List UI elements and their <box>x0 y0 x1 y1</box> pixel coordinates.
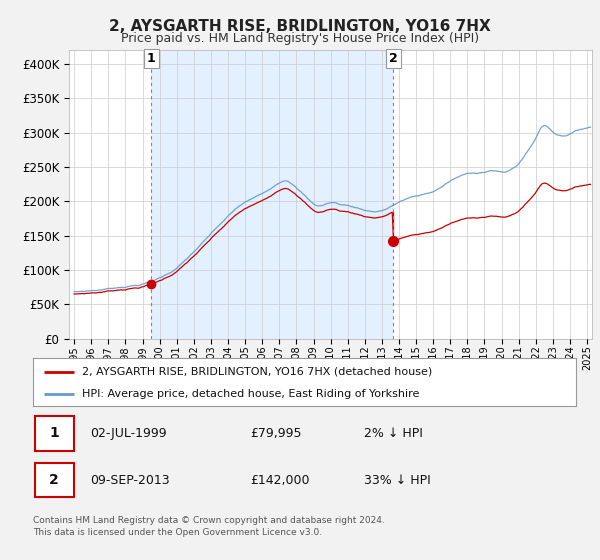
Text: 2: 2 <box>389 52 398 65</box>
Text: 2, AYSGARTH RISE, BRIDLINGTON, YO16 7HX (detached house): 2, AYSGARTH RISE, BRIDLINGTON, YO16 7HX … <box>82 367 432 377</box>
Text: £79,995: £79,995 <box>250 427 302 440</box>
FancyBboxPatch shape <box>35 463 74 497</box>
Text: 2: 2 <box>49 473 59 487</box>
Text: 1: 1 <box>146 52 155 65</box>
FancyBboxPatch shape <box>35 417 74 451</box>
Text: Contains HM Land Registry data © Crown copyright and database right 2024.
This d: Contains HM Land Registry data © Crown c… <box>33 516 385 537</box>
Text: 2, AYSGARTH RISE, BRIDLINGTON, YO16 7HX: 2, AYSGARTH RISE, BRIDLINGTON, YO16 7HX <box>109 19 491 34</box>
Bar <box>151 50 394 339</box>
Text: 2% ↓ HPI: 2% ↓ HPI <box>364 427 423 440</box>
Text: 1: 1 <box>49 427 59 441</box>
Text: 33% ↓ HPI: 33% ↓ HPI <box>364 474 431 487</box>
Text: 09-SEP-2013: 09-SEP-2013 <box>90 474 170 487</box>
Text: Price paid vs. HM Land Registry's House Price Index (HPI): Price paid vs. HM Land Registry's House … <box>121 32 479 45</box>
Text: 02-JUL-1999: 02-JUL-1999 <box>90 427 167 440</box>
Text: £142,000: £142,000 <box>250 474 310 487</box>
Text: HPI: Average price, detached house, East Riding of Yorkshire: HPI: Average price, detached house, East… <box>82 389 419 399</box>
